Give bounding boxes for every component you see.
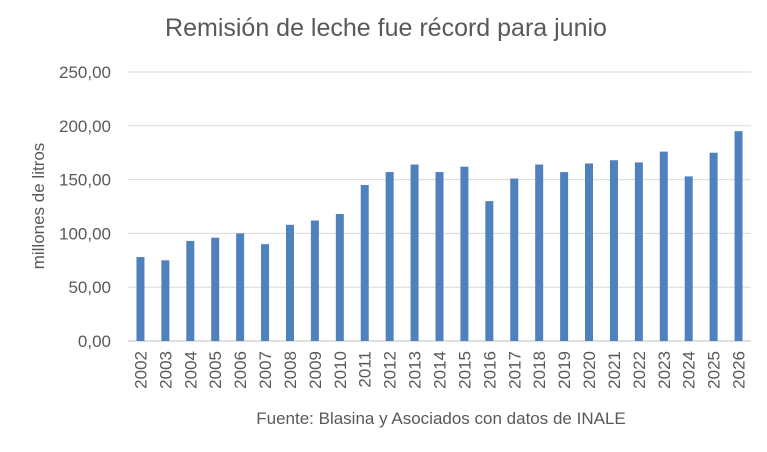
chart-title: Remisión de leche fue récord para junio xyxy=(165,14,607,42)
bar-2026 xyxy=(734,131,743,341)
bar-2004 xyxy=(186,240,195,341)
x-tick-label: 2002 xyxy=(131,351,150,389)
bar-2015 xyxy=(460,166,469,341)
y-tick-label: 150,00 xyxy=(59,171,111,190)
x-tick-label: 2019 xyxy=(555,351,574,389)
bar-2023 xyxy=(659,151,668,341)
x-axis-ticks: 2002 2003 2004 2005 2006 2007 2008 2009 2010 2011… xyxy=(131,351,748,389)
x-tick-label: 2010 xyxy=(331,351,350,389)
x-tick-label: 2013 xyxy=(406,351,425,389)
bar-2008 xyxy=(285,224,294,341)
x-tick-label: 2024 xyxy=(680,351,699,389)
bar-2014 xyxy=(435,172,444,341)
y-tick-label: 200,00 xyxy=(59,117,111,136)
bar-2019 xyxy=(560,172,569,341)
x-tick-label: 2006 xyxy=(231,351,250,389)
x-tick-label: 2017 xyxy=(505,351,524,389)
bar-2022 xyxy=(634,162,643,341)
x-tick-label: 2015 xyxy=(455,351,474,389)
bar-2003 xyxy=(161,260,170,341)
x-tick-label: 2004 xyxy=(181,351,200,389)
bar-2018 xyxy=(535,164,544,341)
bar-2007 xyxy=(261,244,270,341)
bar-2002 xyxy=(136,257,145,341)
bar-2013 xyxy=(410,164,419,341)
bar-2020 xyxy=(585,163,594,341)
bar-2012 xyxy=(385,172,394,341)
bar-2005 xyxy=(211,237,220,341)
x-tick-label: 2016 xyxy=(480,351,499,389)
x-tick-label: 2025 xyxy=(705,351,724,389)
x-tick-label: 2018 xyxy=(530,351,549,389)
bar-2010 xyxy=(335,214,344,341)
bar-2017 xyxy=(510,178,519,341)
y-tick-label: 250,00 xyxy=(59,63,111,82)
x-tick-label: 2026 xyxy=(730,351,749,389)
bars xyxy=(136,131,743,341)
y-axis-ticks: 0,00 50,00 100,00 150,00 200,00 250,00 xyxy=(59,63,111,351)
x-tick-label: 2020 xyxy=(580,351,599,389)
bar-2025 xyxy=(709,152,718,341)
x-tick-label: 2005 xyxy=(206,351,225,389)
y-tick-label: 50,00 xyxy=(68,278,111,297)
x-tick-label: 2009 xyxy=(306,351,325,389)
x-tick-label: 2022 xyxy=(630,351,649,389)
x-tick-label: 2003 xyxy=(156,351,175,389)
x-tick-label: 2007 xyxy=(256,351,275,389)
source-note: Fuente: Blasina y Asociados con datos de… xyxy=(256,409,626,428)
bar-2016 xyxy=(485,201,494,341)
x-tick-label: 2021 xyxy=(605,351,624,389)
x-tick-label: 2008 xyxy=(281,351,300,389)
x-tick-label: 2012 xyxy=(381,351,400,389)
bar-2006 xyxy=(236,233,245,341)
bar-2024 xyxy=(684,176,693,341)
bar-2009 xyxy=(310,220,319,341)
x-tick-label: 2023 xyxy=(655,351,674,389)
y-tick-label: 0,00 xyxy=(78,332,111,351)
x-tick-label: 2014 xyxy=(431,351,450,389)
y-axis-label: millones de litros xyxy=(29,143,48,270)
y-tick-label: 100,00 xyxy=(59,224,111,243)
x-tick-label: 2011 xyxy=(356,351,375,388)
bar-2011 xyxy=(360,184,369,341)
bar-2021 xyxy=(609,160,618,341)
